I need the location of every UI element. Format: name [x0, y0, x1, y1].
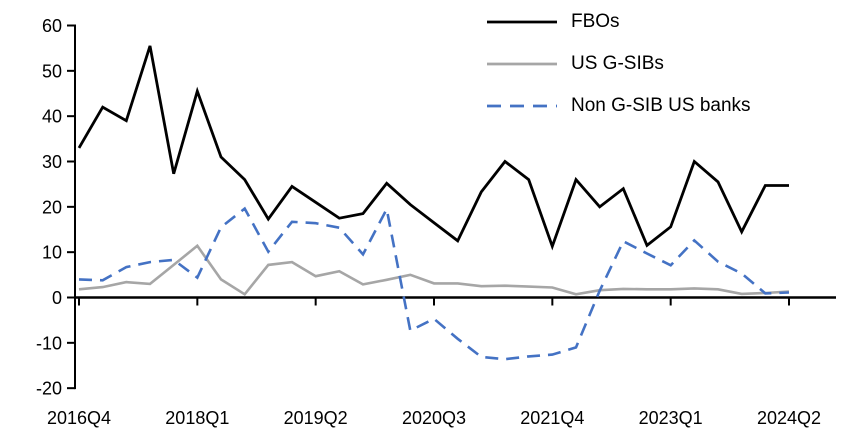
legend: FBOs US G-SIBs Non G-SIB US banks — [487, 1, 751, 127]
y-tick-label: 10 — [42, 243, 62, 263]
legend-item-non-gsib-us-banks: Non G-SIB US banks — [487, 85, 751, 127]
y-tick-label: -10 — [36, 333, 62, 353]
y-tick-label: 50 — [42, 61, 62, 81]
legend-label-non-gsib-us-banks: Non G-SIB US banks — [571, 95, 751, 116]
legend-label-us-gsibs: US G-SIBs — [571, 53, 664, 74]
y-tick-label: -20 — [36, 379, 62, 399]
fbos-line-sample-icon — [487, 20, 557, 24]
y-tick-label: 20 — [42, 197, 62, 217]
series-line-us-g-sibs — [78, 243, 790, 297]
y-tick-label: 60 — [42, 16, 62, 36]
x-tick-label: 2021Q4 — [520, 408, 584, 428]
legend-label-fbos: FBOs — [571, 11, 620, 32]
legend-item-fbos: FBOs — [487, 1, 751, 43]
us-gsibs-line-sample-icon — [487, 62, 557, 66]
non-gsib-us-banks-line-sample-icon — [487, 104, 557, 108]
x-tick-label: 2024Q2 — [757, 408, 821, 428]
x-tick-label: 2016Q4 — [47, 408, 111, 428]
series-line-fbos — [77, 45, 789, 251]
x-tick-label: 2018Q1 — [165, 408, 229, 428]
y-tick-label: 40 — [42, 107, 62, 127]
y-tick-label: 30 — [42, 152, 62, 172]
series-line-non-g-sib-us-banks — [78, 205, 790, 361]
legend-item-us-gsibs: US G-SIBs — [487, 43, 751, 85]
x-tick-label: 2019Q2 — [284, 408, 348, 428]
y-tick-label: 0 — [52, 288, 62, 308]
x-tick-label: 2023Q1 — [639, 408, 703, 428]
x-tick-label: 2020Q3 — [402, 408, 466, 428]
